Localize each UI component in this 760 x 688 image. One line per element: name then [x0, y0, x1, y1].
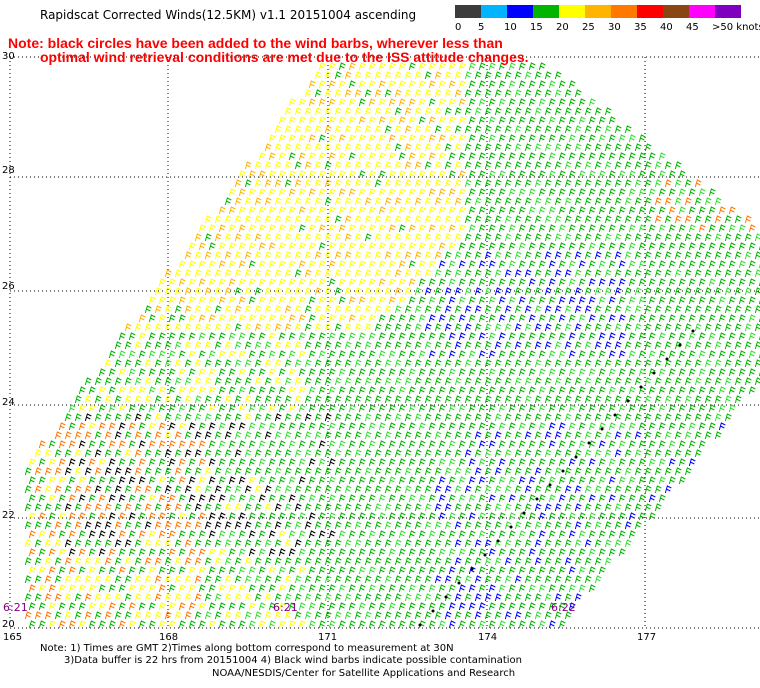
time-label-2: 6:21 — [273, 601, 298, 614]
lat-label-22: 22 — [2, 510, 15, 521]
lat-label-30: 30 — [2, 51, 15, 62]
legend-label: 0 — [455, 22, 462, 33]
time-label-1: 6:21 — [3, 601, 28, 614]
legend-label: 15 — [530, 22, 543, 33]
legend-swatch — [455, 5, 481, 18]
notice-line-2: optimal wind retrieval conditions are me… — [40, 49, 529, 65]
legend-swatch — [507, 5, 533, 18]
lon-label-165: 165 — [3, 632, 23, 643]
notice-line-1: Note: black circles have been added to t… — [8, 35, 503, 51]
lat-label-24: 24 — [2, 397, 15, 408]
lat-label-20: 20 — [2, 619, 15, 630]
legend-swatch — [481, 5, 507, 18]
lon-label-174: 174 — [478, 632, 498, 643]
lat-label-28: 28 — [2, 165, 15, 176]
legend-swatch — [559, 5, 585, 18]
wind-barbs — [24, 62, 760, 629]
legend-swatch — [715, 5, 741, 18]
lon-label-171: 171 — [318, 632, 338, 643]
footer-note-line-1: Note: 1) Times are GMT 2)Times along bot… — [40, 643, 454, 654]
legend-swatch — [611, 5, 637, 18]
legend-label: 20 — [556, 22, 569, 33]
legend-label: 40 — [660, 22, 673, 33]
lat-label-26: 26 — [2, 281, 15, 292]
legend-swatch — [663, 5, 689, 18]
lon-label-177: 177 — [637, 632, 657, 643]
legend-label: 5 — [478, 22, 485, 33]
time-label-3: 6:22 — [551, 601, 576, 614]
legend-swatch — [637, 5, 663, 18]
legend-label: 45 — [686, 22, 699, 33]
footer-credit: NOAA/NESDIS/Center for Satellite Applica… — [212, 668, 516, 679]
lon-label-168: 168 — [159, 632, 179, 643]
legend-label: 35 — [634, 22, 647, 33]
quality-flag-dots — [418, 329, 695, 627]
map-title: Rapidscat Corrected Winds(12.5KM) v1.1 2… — [40, 8, 417, 22]
legend-label: 30 — [608, 22, 621, 33]
footer-note-line-2: 3)Data buffer is 22 hrs from 20151004 4)… — [64, 655, 522, 666]
legend-label: >50 knots — [712, 22, 760, 33]
legend-swatch — [585, 5, 611, 18]
legend-label: 10 — [504, 22, 517, 33]
legend-label: 25 — [582, 22, 595, 33]
legend-swatch — [689, 5, 715, 18]
legend-swatch — [533, 5, 559, 18]
